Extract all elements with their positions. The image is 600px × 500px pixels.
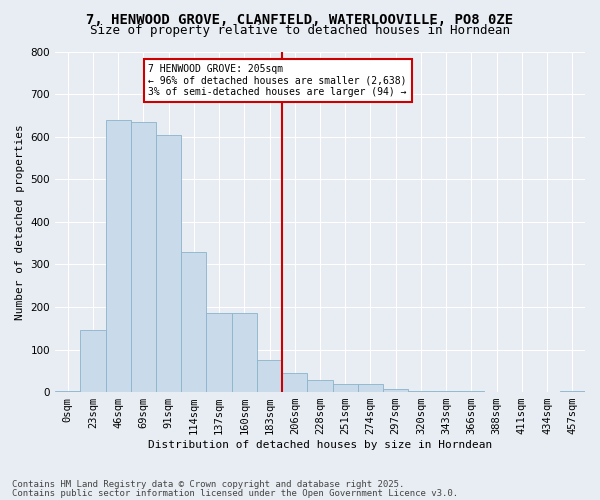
Bar bbox=[55, 391, 80, 392]
Bar bbox=[232, 314, 257, 392]
Bar bbox=[332, 384, 358, 392]
Text: Size of property relative to detached houses in Horndean: Size of property relative to detached ho… bbox=[90, 24, 510, 37]
Text: Contains HM Land Registry data © Crown copyright and database right 2025.: Contains HM Land Registry data © Crown c… bbox=[12, 480, 404, 489]
Bar bbox=[106, 120, 131, 392]
Text: Contains public sector information licensed under the Open Government Licence v3: Contains public sector information licen… bbox=[12, 488, 458, 498]
Y-axis label: Number of detached properties: Number of detached properties bbox=[15, 124, 25, 320]
Text: 7 HENWOOD GROVE: 205sqm
← 96% of detached houses are smaller (2,638)
3% of semi-: 7 HENWOOD GROVE: 205sqm ← 96% of detache… bbox=[148, 64, 407, 98]
Bar bbox=[459, 391, 484, 392]
Bar bbox=[80, 330, 106, 392]
Bar bbox=[434, 391, 459, 392]
Bar bbox=[257, 360, 282, 392]
Bar bbox=[282, 373, 307, 392]
Bar bbox=[383, 388, 409, 392]
Bar bbox=[206, 314, 232, 392]
Bar bbox=[358, 384, 383, 392]
Bar bbox=[409, 391, 434, 392]
Bar bbox=[156, 134, 181, 392]
Bar bbox=[560, 391, 585, 392]
X-axis label: Distribution of detached houses by size in Horndean: Distribution of detached houses by size … bbox=[148, 440, 492, 450]
Bar bbox=[307, 380, 332, 392]
Text: 7, HENWOOD GROVE, CLANFIELD, WATERLOOVILLE, PO8 0ZE: 7, HENWOOD GROVE, CLANFIELD, WATERLOOVIL… bbox=[86, 12, 514, 26]
Bar bbox=[181, 252, 206, 392]
Bar bbox=[131, 122, 156, 392]
